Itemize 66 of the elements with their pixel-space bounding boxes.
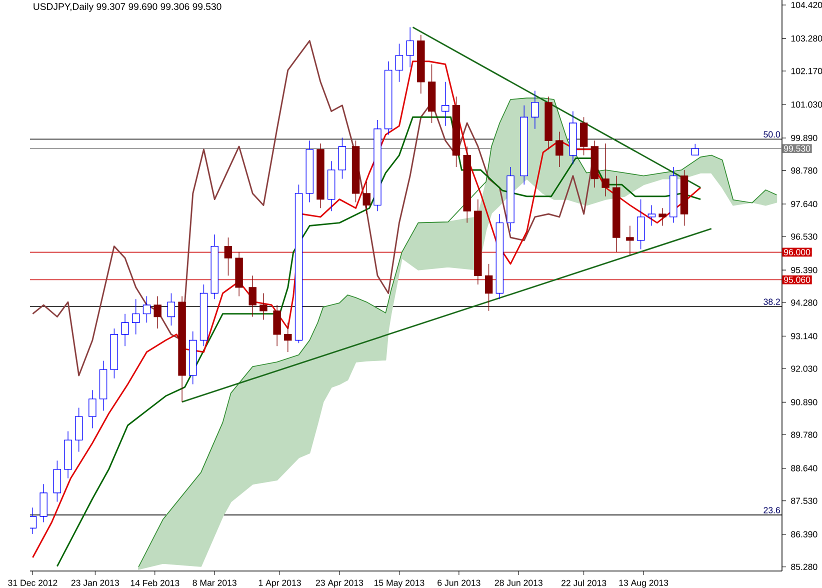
ref-line-label: 99.530 — [784, 145, 810, 152]
candlestick — [658, 208, 666, 226]
x-tick-label: 13 Aug 2013 — [619, 580, 668, 588]
candlestick — [556, 131, 564, 168]
x-tick-label: 23 Apr 2013 — [316, 580, 364, 588]
annotation: 38.2 — [764, 298, 780, 305]
y-tick-label: 90.890 — [791, 399, 818, 406]
candlestick — [40, 484, 48, 523]
y-tick-label: 88.640 — [791, 465, 818, 472]
x-tick-label: 14 Feb 2013 — [130, 580, 180, 586]
candlestick — [30, 507, 37, 534]
candlestick — [53, 460, 62, 502]
annotation: 50.0 — [764, 131, 780, 138]
candlestick — [338, 137, 346, 180]
x-tick-label: 31 Dec 2012 — [8, 580, 58, 586]
candlestick — [442, 82, 450, 126]
candlestick — [284, 322, 292, 352]
candlestick — [132, 298, 140, 335]
y-tick-label: 99.890 — [791, 134, 818, 142]
ref-line-label: 95.060 — [784, 276, 810, 283]
candlestick — [362, 181, 371, 214]
x-tick-label: 8 Mar 2013 — [192, 580, 236, 586]
y-tick-label: 92.030 — [791, 366, 818, 372]
candlestick — [88, 390, 96, 429]
y-tick-label: 89.780 — [791, 432, 818, 438]
candlestick — [154, 296, 162, 329]
candlestick — [260, 292, 268, 320]
candlestick — [142, 296, 151, 323]
candlestick — [580, 116, 588, 156]
candlestick — [395, 43, 404, 82]
y-tick-label: 87.530 — [791, 498, 818, 504]
x-tick-label: 28 Jun 2013 — [494, 580, 542, 586]
y-tick-label: 104.420 — [791, 2, 822, 8]
candlestick — [626, 225, 634, 256]
y-tick-label: 94.280 — [791, 300, 818, 306]
y-tick-label: 101.030 — [791, 101, 822, 108]
candlestick — [648, 204, 656, 226]
y-tick-label: 102.170 — [791, 68, 822, 74]
candlestick — [636, 198, 645, 250]
candlestick — [531, 90, 539, 130]
candlestick — [484, 264, 493, 312]
y-tick-label: 96.530 — [791, 233, 818, 240]
candlestick — [224, 237, 232, 276]
candlestick — [602, 143, 610, 197]
x-tick-label: 23 Jan 2013 — [71, 580, 119, 586]
y-tick-label: 95.390 — [791, 266, 818, 274]
candlestick — [248, 275, 256, 318]
candlestick — [121, 313, 129, 346]
x-tick-label: 15 May 2013 — [374, 580, 424, 588]
candlestick — [406, 26, 414, 68]
x-tick-label: 1 Apr 2013 — [258, 580, 301, 588]
candlestick — [167, 292, 176, 326]
chart-title: USDJPY,Daily 99.307 99.690 99.306 99.530 — [34, 2, 222, 12]
y-tick-label: 85.280 — [791, 564, 818, 570]
candlestick — [273, 304, 281, 346]
annotation: 23.6 — [764, 507, 780, 514]
y-tick-label: 103.280 — [791, 35, 822, 42]
y-tick-label: 86.390 — [791, 531, 818, 538]
x-tick-label: 22 Jul 2013 — [562, 580, 606, 586]
candlestick — [75, 407, 83, 452]
x-tick-label: 6 Jun 2013 — [438, 580, 480, 586]
y-tick-label: 98.780 — [791, 167, 818, 174]
y-tick-label: 93.140 — [791, 333, 818, 340]
ref-line-label: 96.000 — [784, 249, 810, 256]
y-tick-label: 97.640 — [791, 200, 818, 208]
candlestick — [691, 144, 699, 156]
